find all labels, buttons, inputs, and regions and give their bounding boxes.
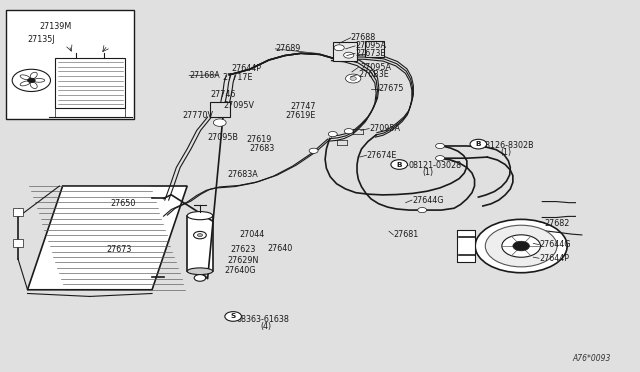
Bar xyxy=(457,230,475,262)
Text: 27168A: 27168A xyxy=(189,71,220,80)
Text: 27095A: 27095A xyxy=(355,41,386,51)
Text: 27644P: 27644P xyxy=(232,64,262,73)
Text: 27095B: 27095B xyxy=(207,133,238,142)
Ellipse shape xyxy=(20,75,30,80)
Bar xyxy=(55,58,125,108)
Bar xyxy=(187,216,212,271)
Text: B: B xyxy=(476,141,481,147)
Text: 27683A: 27683A xyxy=(227,170,258,179)
Bar xyxy=(365,41,384,57)
Circle shape xyxy=(344,129,353,134)
Text: 27746: 27746 xyxy=(210,90,236,99)
Text: 27673: 27673 xyxy=(106,244,131,253)
Circle shape xyxy=(470,139,486,149)
Text: 27682: 27682 xyxy=(545,219,570,228)
Bar xyxy=(13,239,23,247)
Circle shape xyxy=(350,77,356,80)
Circle shape xyxy=(485,225,557,267)
Ellipse shape xyxy=(187,212,212,220)
Circle shape xyxy=(344,52,354,58)
Text: 27650: 27650 xyxy=(111,199,136,208)
Text: 27675: 27675 xyxy=(379,84,404,93)
Bar xyxy=(6,10,134,119)
Text: 276B3E: 276B3E xyxy=(358,70,389,79)
Ellipse shape xyxy=(30,72,37,78)
Text: 27095A: 27095A xyxy=(369,124,400,133)
Circle shape xyxy=(197,234,202,237)
Text: S: S xyxy=(230,314,236,320)
Text: 27095A: 27095A xyxy=(360,63,391,72)
Text: 27644P: 27644P xyxy=(539,254,569,263)
Text: 27640: 27640 xyxy=(268,244,293,253)
Text: 27770V: 27770V xyxy=(182,111,214,120)
Bar xyxy=(209,102,230,117)
Circle shape xyxy=(346,74,361,83)
Text: 08363-61638: 08363-61638 xyxy=(237,315,290,324)
Text: B: B xyxy=(396,161,402,167)
Circle shape xyxy=(513,241,529,251)
Text: 27681: 27681 xyxy=(394,230,419,240)
Text: 27619: 27619 xyxy=(246,135,272,144)
Text: 27044: 27044 xyxy=(239,230,264,239)
Text: A76*0093: A76*0093 xyxy=(572,354,611,363)
Circle shape xyxy=(194,275,205,281)
Circle shape xyxy=(436,155,445,161)
Circle shape xyxy=(328,132,337,137)
Text: 27717E: 27717E xyxy=(222,73,253,82)
Text: 27623: 27623 xyxy=(230,244,256,253)
Bar xyxy=(13,208,23,216)
Text: 27644G: 27644G xyxy=(539,240,570,249)
Text: 08121-03028: 08121-03028 xyxy=(408,161,461,170)
Text: 27683: 27683 xyxy=(250,144,275,153)
Circle shape xyxy=(391,160,408,169)
Text: 27640G: 27640G xyxy=(224,266,256,275)
Text: 27095V: 27095V xyxy=(223,101,254,110)
Text: 27689: 27689 xyxy=(275,44,301,53)
Circle shape xyxy=(436,143,445,148)
Circle shape xyxy=(309,148,318,153)
Ellipse shape xyxy=(187,268,212,275)
Text: 27644G: 27644G xyxy=(412,196,444,205)
Polygon shape xyxy=(28,186,187,290)
Text: 27747: 27747 xyxy=(290,102,316,111)
Ellipse shape xyxy=(20,81,30,86)
Text: 27139M: 27139M xyxy=(39,22,71,31)
Circle shape xyxy=(418,208,427,213)
Circle shape xyxy=(193,231,206,239)
Circle shape xyxy=(502,235,540,257)
Text: (4): (4) xyxy=(260,322,272,331)
Text: 27688: 27688 xyxy=(351,33,376,42)
Circle shape xyxy=(225,312,241,321)
Circle shape xyxy=(475,219,567,273)
Circle shape xyxy=(213,119,226,126)
Text: 27673E: 27673E xyxy=(355,49,385,58)
Text: 27619E: 27619E xyxy=(285,111,316,120)
Circle shape xyxy=(28,78,35,83)
Bar xyxy=(333,42,357,61)
Text: (1): (1) xyxy=(500,148,511,157)
Text: 08126-8302B: 08126-8302B xyxy=(481,141,534,151)
Text: 27135J: 27135J xyxy=(28,35,55,44)
Text: 27674E: 27674E xyxy=(367,151,397,160)
Circle shape xyxy=(334,45,344,51)
Text: (1): (1) xyxy=(422,168,433,177)
Ellipse shape xyxy=(33,78,45,82)
Text: 27629N: 27629N xyxy=(227,256,259,264)
Ellipse shape xyxy=(30,82,37,89)
